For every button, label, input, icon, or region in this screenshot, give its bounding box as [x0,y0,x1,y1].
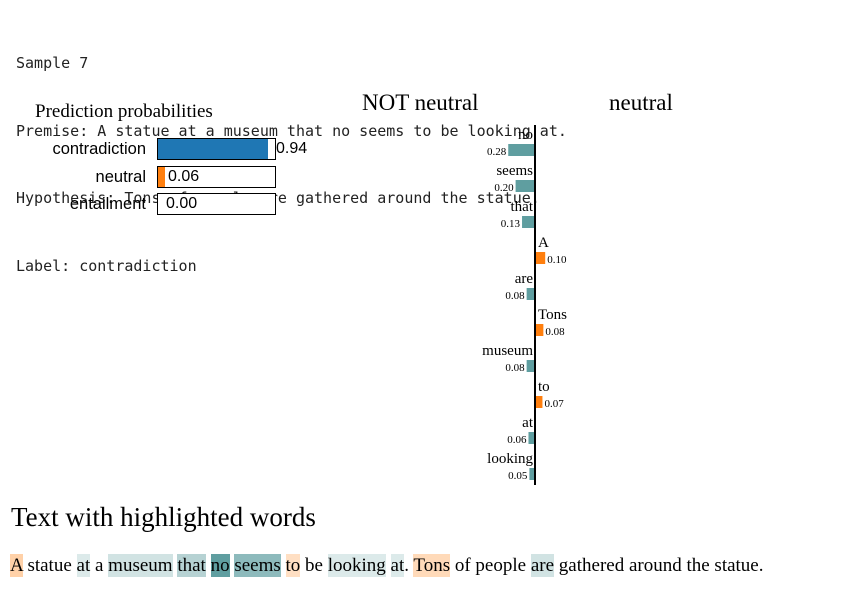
plain-text: of people [450,555,531,576]
prob-value: 0.00 [166,195,198,212]
highlighted-word: no [210,554,230,577]
highlighted-sentence: A statue at a museum that no seems to be… [10,554,764,578]
highlighted-word: at [390,554,405,577]
prob-row-entailment: entailment 0.00 [0,193,340,215]
plain-text: . [404,555,414,576]
prob-row-neutral: neutral 0.06 [0,166,340,188]
prob-fill [158,139,268,159]
prob-label: neutral [95,168,146,186]
feature-bar-looking [529,468,534,480]
feature-weight-A: 0.10 [547,254,567,266]
feature-word-at: at [522,415,534,431]
highlighted-word: seems [234,554,281,577]
highlighted-word: looking [327,554,386,577]
highlighted-word: to [285,554,301,577]
feature-weight-are: 0.08 [505,290,525,302]
feature-word-seems: seems [496,163,533,179]
plain-text: be [300,555,328,576]
highlighted-word: A [10,554,23,577]
sample-id: Sample 7 [16,54,89,72]
feature-bar-Tons [536,324,544,336]
prob-label: entailment [69,195,146,213]
sample-header: Sample 7 Premise: A statue at a museum t… [16,7,567,300]
feature-bar-that [522,216,534,228]
feature-word-that: that [511,199,534,215]
plain-text: statue [22,555,77,576]
feature-weight-no: 0.28 [487,146,507,158]
feature-weight-that: 0.13 [501,218,521,230]
prob-fill [158,167,165,187]
feature-weight-museum: 0.08 [505,362,525,374]
neutral-heading: neutral [609,90,673,115]
feature-weight-Tons: 0.08 [545,326,565,338]
prob-bar [157,138,276,160]
prediction-title: Prediction probabilities [35,101,213,122]
highlighted-word: that [177,554,206,577]
prob-label: contradiction [52,140,146,158]
prob-value: 0.94 [276,140,308,157]
highlighted-word: Tons [413,554,451,577]
feature-word-no: no [518,127,533,143]
premise-text: Premise: A statue at a museum that no se… [16,121,567,140]
plain-text [281,554,286,577]
highlighted-word: are [530,554,555,577]
prob-bar: 0.06 [157,166,276,188]
label-text: Label: contradiction [16,256,197,275]
feature-bar-museum [526,360,534,372]
feature-bar-are [526,288,534,300]
plain-text: gathered around the statue. [554,555,764,576]
prob-value: 0.06 [168,168,200,185]
feature-weights-chart: no 0.28 seems 0.20 that 0.13 A 0.10 are 0.08 Tons 0… [482,125,567,485]
prob-bar: 0.00 [157,193,276,215]
feature-weight-to: 0.07 [544,398,564,410]
feature-word-to: to [538,379,550,395]
feature-weight-looking: 0.05 [508,470,528,482]
feature-word-looking: looking [487,451,533,467]
feature-word-Tons: Tons [538,307,567,323]
highlighted-word: at [76,554,91,577]
highlighted-text-title: Text with highlighted words [11,502,316,532]
plain-text [386,554,391,577]
highlighted-word: museum [108,554,173,577]
feature-word-are: are [515,271,534,287]
plain-text [206,554,211,577]
feature-bar-no [508,144,534,156]
feature-bar-to [536,396,543,408]
feature-weight-seems: 0.20 [494,182,514,194]
not-neutral-heading: NOT neutral [362,90,479,115]
feature-weight-at: 0.06 [507,434,527,446]
feature-bar-A [536,252,546,264]
feature-bar-at [528,432,534,444]
plain-text: a [90,555,109,576]
feature-bar-seems [515,180,534,192]
feature-word-A: A [538,235,549,251]
feature-word-museum: museum [482,343,533,359]
prob-row-contradiction: contradiction 0.94 [0,138,340,160]
